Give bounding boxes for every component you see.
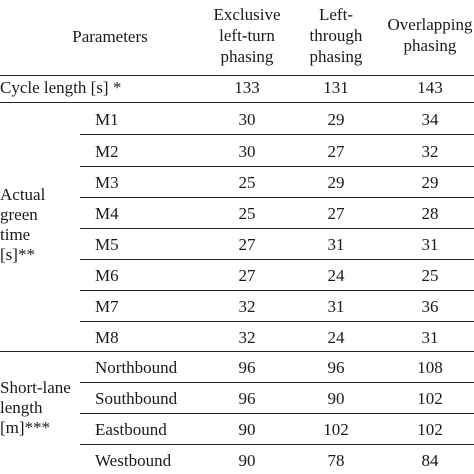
table-cell: 102 <box>417 420 443 439</box>
cycle-value: 131 <box>323 78 349 97</box>
table-cell: 90 <box>327 389 345 408</box>
group-line: [s]** <box>0 245 35 264</box>
table-cell: 25 <box>238 204 256 223</box>
row-rule <box>80 444 474 445</box>
table-cell: 84 <box>421 451 439 470</box>
table-cell: 31 <box>421 328 439 347</box>
row-rule <box>80 259 474 260</box>
table-cell: 30 <box>238 110 256 129</box>
header-line: phasing <box>220 47 274 66</box>
row-rule <box>80 197 474 198</box>
row-rule <box>80 290 474 291</box>
table-cell: 31 <box>327 297 345 316</box>
row-label-m8: M8 <box>95 328 119 347</box>
table-cell: 36 <box>421 297 439 316</box>
table-cell: 90 <box>238 451 256 470</box>
table-cell: 30 <box>238 142 256 161</box>
row-label-m3: M3 <box>95 173 119 192</box>
header-line: Exclusive <box>213 5 281 24</box>
row-label-southbound: Southbound <box>95 389 178 408</box>
row-label-northbound: Northbound <box>95 358 178 377</box>
table-cell: 27 <box>238 235 256 254</box>
table-cell: 31 <box>327 235 345 254</box>
table-cell: 27 <box>238 266 256 285</box>
cycle-length-label: Cycle length [s] * <box>0 78 122 97</box>
group-line: time <box>0 225 31 244</box>
row-label-m7: M7 <box>95 297 119 316</box>
table-cell: 29 <box>327 173 345 192</box>
header-line: Left- <box>319 5 353 24</box>
table-cell: 28 <box>421 204 439 223</box>
table-cell: 25 <box>238 173 256 192</box>
header-line: phasing <box>403 36 457 55</box>
table-cell: 24 <box>327 266 345 285</box>
header-left-through: Left- through phasing <box>286 4 386 67</box>
row-label-eastbound: Eastbound <box>95 420 167 439</box>
table-cell: 27 <box>327 204 345 223</box>
row-label-m1: M1 <box>95 110 119 129</box>
header-exclusive-left-turn: Exclusive left-turn phasing <box>192 4 302 67</box>
group-line: length <box>0 398 43 417</box>
table-cell: 96 <box>238 389 256 408</box>
header-overlapping: Overlapping phasing <box>370 14 474 56</box>
row-label-m5: M5 <box>95 235 119 254</box>
row-rule <box>80 134 474 135</box>
table-cell: 25 <box>421 266 439 285</box>
table-cell: 78 <box>327 451 345 470</box>
row-label-m2: M2 <box>95 142 119 161</box>
table-cell: 90 <box>238 420 256 439</box>
table-cell: 31 <box>421 235 439 254</box>
cycle-rule <box>0 102 474 103</box>
table-cell: 27 <box>327 142 345 161</box>
table-cell: 96 <box>327 358 345 377</box>
cycle-value: 143 <box>417 78 443 97</box>
table-cell: 32 <box>238 297 256 316</box>
group-line: green <box>0 205 38 224</box>
table-cell: 102 <box>323 420 349 439</box>
row-rule <box>80 413 474 414</box>
header-line: phasing <box>309 47 363 66</box>
row-label-westbound: Westbound <box>95 451 172 470</box>
header-line: Overlapping <box>387 15 473 34</box>
table-cell: 24 <box>327 328 345 347</box>
row-rule <box>80 321 474 322</box>
header-line: left-turn <box>219 26 275 45</box>
row-rule <box>80 166 474 167</box>
group-line: Short-lane <box>0 378 71 397</box>
table-cell: 29 <box>421 173 439 192</box>
table-cell: 34 <box>421 110 439 129</box>
table-cell: 29 <box>327 110 345 129</box>
header-parameters: Parameters <box>72 27 148 46</box>
row-label-m4: M4 <box>95 204 119 223</box>
short-lane-group-label: Short-lane length [m]*** <box>0 378 71 438</box>
header-line: through <box>309 26 363 45</box>
group-line: [m]*** <box>0 418 51 437</box>
table-cell: 32 <box>421 142 439 161</box>
table-cell: 108 <box>417 358 443 377</box>
table-cell: 102 <box>417 389 443 408</box>
group-line: Actual <box>0 185 46 204</box>
row-rule <box>80 382 474 383</box>
table-cell: 96 <box>238 358 256 377</box>
cycle-value: 133 <box>234 78 260 97</box>
green-time-group-label: Actual green time [s]** <box>0 185 45 265</box>
row-label-m6: M6 <box>95 266 119 285</box>
row-rule <box>80 228 474 229</box>
table-cell: 32 <box>238 328 256 347</box>
header-rule <box>0 75 474 76</box>
section-rule <box>0 351 474 352</box>
